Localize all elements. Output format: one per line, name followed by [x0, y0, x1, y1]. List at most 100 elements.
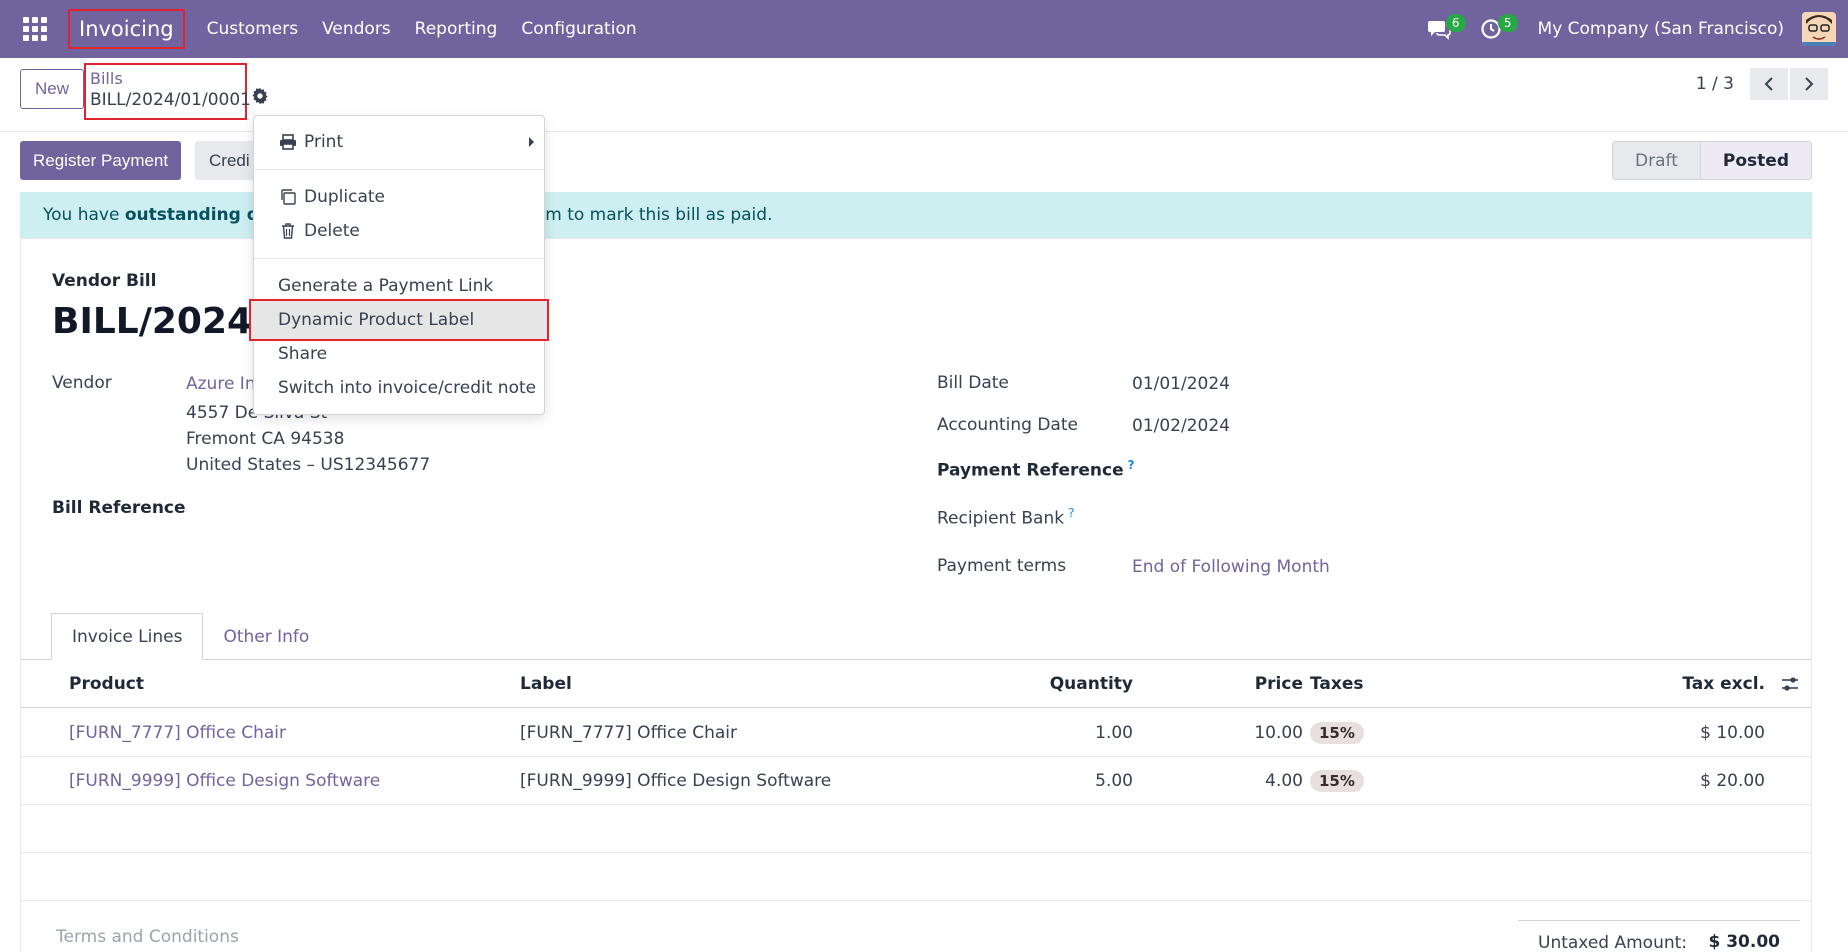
top-navbar: Invoicing Customers Vendors Reporting Co… — [0, 0, 1848, 58]
menu-item-generate-payment-link[interactable]: Generate a Payment Link — [278, 276, 494, 296]
messages-button[interactable]: 6 — [1422, 12, 1466, 46]
empty-table-row — [21, 805, 1811, 853]
status-bar: Draft Posted — [1612, 141, 1812, 180]
line-product[interactable]: [FURN_7777] Office Chair — [69, 723, 286, 743]
terms-and-conditions-field[interactable]: Terms and Conditions — [56, 927, 239, 947]
app-name[interactable]: Invoicing — [68, 9, 185, 49]
pager: 1 / 3 — [1696, 68, 1828, 100]
register-payment-button[interactable]: Register Payment — [20, 141, 182, 180]
pager-next-button[interactable] — [1790, 68, 1828, 100]
activities-badge: 5 — [1497, 14, 1518, 32]
chevron-right-icon — [1805, 77, 1814, 91]
menu-item-print-label: Print — [304, 132, 344, 152]
line-subtotal: $ 20.00 — [1700, 771, 1765, 791]
menu-item-delete[interactable]: Delete — [254, 214, 544, 248]
gear-icon[interactable] — [251, 87, 269, 105]
menu-item-dynamic-product-label[interactable]: Dynamic Product Label — [278, 310, 475, 330]
control-panel: New Bills BILL/2024/01/0001 1 / 3 — [0, 58, 1848, 132]
line-quantity[interactable]: 5.00 — [1095, 771, 1133, 791]
recipient-bank-text: Recipient Bank — [937, 508, 1065, 529]
line-taxes[interactable]: 15% — [1310, 709, 1364, 757]
vendor-field[interactable]: Azure In — [186, 374, 256, 394]
pager-previous-button[interactable] — [1750, 68, 1788, 100]
column-quantity[interactable]: Quantity — [1049, 674, 1133, 694]
menu-configuration[interactable]: Configuration — [521, 19, 637, 39]
line-product[interactable]: [FURN_9999] Office Design Software — [69, 771, 381, 791]
document-name: BILL/2024/0 — [52, 301, 262, 342]
help-icon[interactable]: ? — [1127, 458, 1135, 472]
line-label[interactable]: [FURN_9999] Office Design Software — [520, 771, 832, 791]
payment-terms-label: Payment terms — [937, 556, 1067, 576]
table-row[interactable]: [FURN_9999] Office Design Software [FURN… — [21, 757, 1811, 805]
untaxed-amount-value: $ 30.00 — [1708, 932, 1780, 952]
new-button[interactable]: New — [20, 69, 85, 109]
help-icon[interactable]: ? — [1068, 506, 1075, 520]
alert-prefix: You have — [43, 205, 120, 225]
breadcrumb-bills[interactable]: Bills — [90, 69, 123, 88]
totals-box: Untaxed Amount: $ 30.00 — [1518, 920, 1800, 952]
tab-other-info[interactable]: Other Info — [223, 626, 310, 647]
menu-item-duplicate-label: Duplicate — [304, 187, 385, 207]
stage-posted: Posted — [1699, 142, 1811, 179]
column-tax-excl[interactable]: Tax excl. — [1682, 674, 1765, 694]
tabs-divider — [21, 659, 1811, 660]
optional-columns-toggle[interactable] — [1781, 660, 1799, 708]
sliders-icon — [1782, 677, 1798, 691]
user-avatar[interactable] — [1802, 12, 1836, 46]
alert-link[interactable]: outstanding deb — [124, 205, 283, 225]
activities-button[interactable]: 5 — [1474, 12, 1518, 46]
trash-icon — [278, 222, 298, 240]
gear-dropdown-menu: Print Duplicate Delete Generate a Paymen… — [249, 115, 549, 415]
company-switcher[interactable]: My Company (San Francisco) — [1537, 19, 1784, 39]
printer-icon — [278, 134, 298, 150]
line-quantity[interactable]: 1.00 — [1095, 723, 1133, 743]
vendor-address-line: United States – US12345677 — [186, 455, 431, 475]
pager-value[interactable]: 1 / 3 — [1695, 74, 1734, 94]
recipient-bank-label: Recipient Bank? — [937, 506, 1074, 529]
tab-invoice-lines[interactable]: Invoice Lines — [51, 613, 204, 660]
copy-icon — [278, 188, 298, 206]
line-taxes[interactable]: 15% — [1310, 757, 1364, 805]
clock-icon — [1480, 19, 1501, 39]
tax-badge: 15% — [1310, 722, 1364, 744]
menu-item-delete-label: Delete — [304, 221, 360, 241]
caret-right-icon — [529, 137, 534, 147]
untaxed-amount-label: Untaxed Amount: — [1538, 933, 1688, 952]
menu-vendors[interactable]: Vendors — [322, 19, 391, 39]
bill-date-field[interactable]: 01/01/2024 — [1132, 374, 1230, 394]
breadcrumb: Bills BILL/2024/01/0001 — [84, 63, 251, 120]
bill-reference-label: Bill Reference — [52, 498, 186, 518]
highlight-box — [249, 299, 549, 341]
line-price[interactable]: 10.00 — [1254, 723, 1303, 743]
apps-menu-icon[interactable] — [18, 12, 52, 46]
document-type: Vendor Bill — [52, 271, 157, 291]
menu-reporting[interactable]: Reporting — [414, 19, 498, 39]
line-price[interactable]: 4.00 — [1265, 771, 1303, 791]
line-label[interactable]: [FURN_7777] Office Chair — [520, 723, 737, 743]
vendor-address-line: Fremont CA 94538 — [186, 429, 345, 449]
menu-item-duplicate[interactable]: Duplicate — [254, 180, 544, 214]
messages-badge: 6 — [1445, 14, 1466, 32]
lines-table-header: Product Label Quantity Price Taxes Tax e… — [21, 660, 1811, 708]
alert-suffix: hem to mark this bill as paid. — [524, 205, 773, 225]
column-label[interactable]: Label — [520, 674, 572, 694]
notebook-tabs: Invoice Lines Other Info — [51, 613, 329, 660]
tax-badge: 15% — [1310, 770, 1364, 792]
main-menu: Customers Vendors Reporting Configuratio… — [195, 19, 649, 39]
menu-item-print[interactable]: Print — [254, 125, 544, 159]
breadcrumb-current: BILL/2024/01/0001 — [90, 90, 251, 110]
menu-divider — [254, 258, 544, 259]
stage-draft[interactable]: Draft — [1613, 142, 1700, 179]
menu-item-switch-invoice[interactable]: Switch into invoice/credit note — [278, 378, 537, 398]
column-price[interactable]: Price — [1254, 674, 1303, 694]
menu-customers[interactable]: Customers — [206, 19, 299, 39]
payment-terms-field[interactable]: End of Following Month — [1132, 557, 1330, 577]
column-product[interactable]: Product — [69, 674, 144, 694]
table-row[interactable]: [FURN_7777] Office Chair [FURN_7777] Off… — [21, 709, 1811, 757]
column-taxes[interactable]: Taxes — [1310, 674, 1364, 694]
payment-reference-label: Payment Reference? — [937, 458, 1135, 481]
menu-item-share[interactable]: Share — [278, 344, 328, 364]
bill-date-label: Bill Date — [937, 373, 1009, 393]
accounting-date-field[interactable]: 01/02/2024 — [1132, 416, 1230, 436]
empty-table-row — [21, 853, 1811, 901]
